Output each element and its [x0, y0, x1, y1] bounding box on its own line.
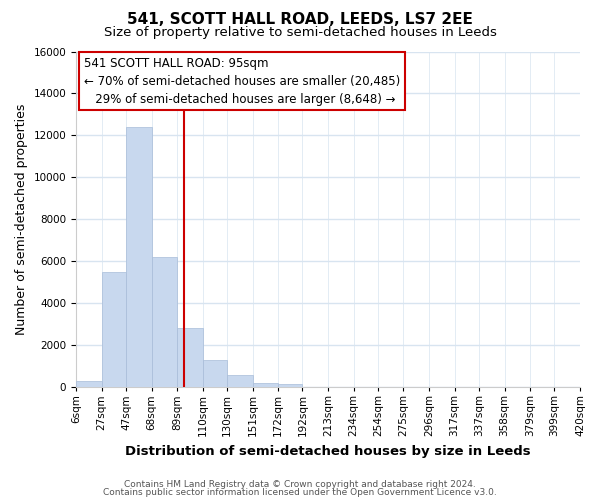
- Bar: [76, 381, 101, 387]
- Bar: [203, 360, 227, 387]
- Text: 541 SCOTT HALL ROAD: 95sqm
← 70% of semi-detached houses are smaller (20,485)
  : 541 SCOTT HALL ROAD: 95sqm ← 70% of semi…: [83, 56, 400, 106]
- Text: 541, SCOTT HALL ROAD, LEEDS, LS7 2EE: 541, SCOTT HALL ROAD, LEEDS, LS7 2EE: [127, 12, 473, 28]
- Text: Contains HM Land Registry data © Crown copyright and database right 2024.: Contains HM Land Registry data © Crown c…: [124, 480, 476, 489]
- Bar: [126, 127, 152, 387]
- Text: Contains public sector information licensed under the Open Government Licence v3: Contains public sector information licen…: [103, 488, 497, 497]
- Bar: [278, 384, 302, 387]
- Bar: [152, 257, 177, 387]
- Bar: [101, 272, 126, 387]
- Text: Size of property relative to semi-detached houses in Leeds: Size of property relative to semi-detach…: [104, 26, 496, 39]
- Bar: [177, 328, 203, 387]
- Bar: [227, 374, 253, 387]
- X-axis label: Distribution of semi-detached houses by size in Leeds: Distribution of semi-detached houses by …: [125, 444, 531, 458]
- Bar: [253, 383, 278, 387]
- Y-axis label: Number of semi-detached properties: Number of semi-detached properties: [15, 104, 28, 335]
